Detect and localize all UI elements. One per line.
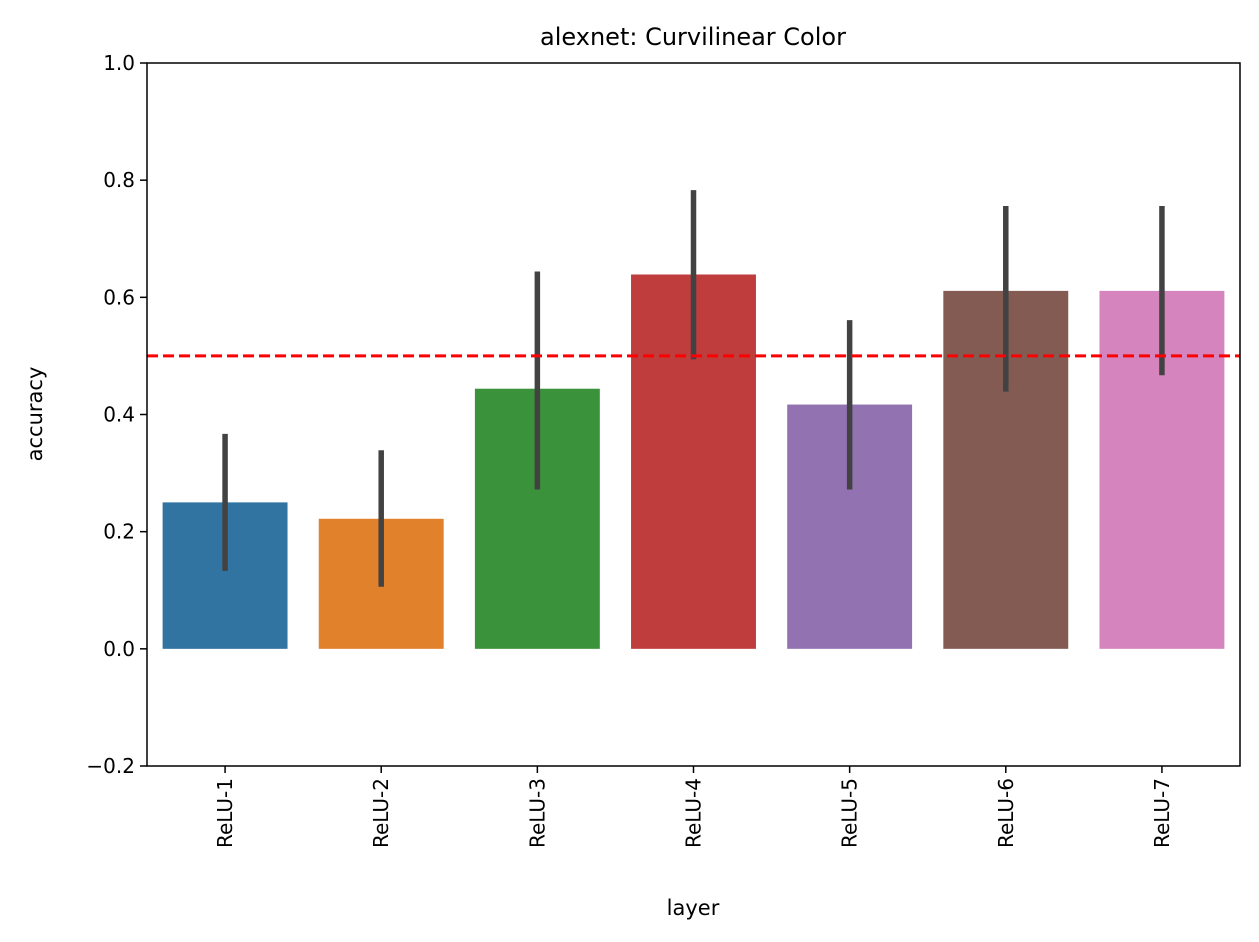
y-tick-label: 0.0 <box>103 637 135 661</box>
x-tick-label: ReLU-4 <box>682 778 706 848</box>
y-axis: −0.2 0.0 0.2 0.4 0.6 0.8 1.0 <box>86 51 147 778</box>
y-tick-label: 1.0 <box>103 51 135 75</box>
x-axis-label: layer <box>667 896 720 920</box>
x-tick-label: ReLU-6 <box>994 778 1018 848</box>
y-tick-label: −0.2 <box>86 754 135 778</box>
x-tick-label: ReLU-5 <box>838 778 862 848</box>
y-tick-label: 0.6 <box>103 285 135 309</box>
x-tick-label: ReLU-3 <box>525 778 549 848</box>
y-tick-label: 0.2 <box>103 520 135 544</box>
x-tick-label: ReLU-1 <box>213 778 237 848</box>
x-tick-label: ReLU-2 <box>369 778 393 848</box>
x-axis: ReLU-1 ReLU-2 ReLU-3 ReLU-4 ReLU-5 ReLU-6 ReLU… <box>213 766 1174 848</box>
y-axis-label: accuracy <box>23 367 47 462</box>
chart-title: alexnet: Curvilinear Color <box>540 23 846 51</box>
x-tick-label: ReLU-7 <box>1150 778 1174 848</box>
errorbars-group <box>222 190 1165 587</box>
y-tick-label: 0.8 <box>103 168 135 192</box>
y-tick-label: 0.4 <box>103 403 135 427</box>
